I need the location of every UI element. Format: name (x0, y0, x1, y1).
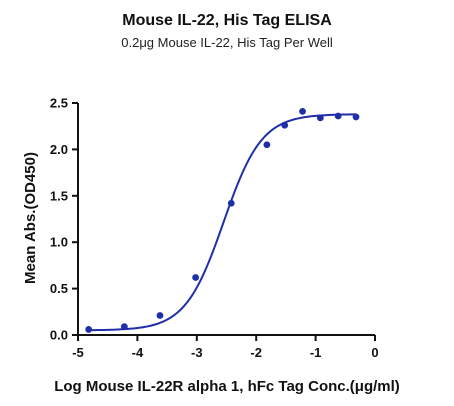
x-tick-label: -2 (250, 345, 262, 360)
data-point (263, 141, 271, 149)
chart-title: Mouse IL-22, His Tag ELISA (122, 12, 332, 29)
data-point (299, 107, 306, 115)
chart-subtitle: 0.2μg Mouse IL-22, His Tag Per Well (121, 35, 333, 50)
y-axis-label: Mean Abs.(OD450) (22, 152, 39, 284)
y-tick-label: 1.5 (50, 188, 68, 203)
axes (77, 103, 375, 336)
y-tick-label: 2.5 (50, 96, 68, 111)
x-tick-label: -1 (310, 345, 322, 360)
y-tick-label: 2.0 (50, 142, 68, 157)
tick-group: 0.0 0.5 1.0 1.5 2.0 2.5 -5 -4 -3 -2 -1 0 (50, 96, 379, 361)
x-tick-label: -4 (132, 345, 144, 360)
data-point (192, 274, 200, 281)
data-point (352, 113, 360, 121)
data-point (227, 199, 235, 207)
fit-curve-group (88, 113, 356, 332)
data-point (85, 326, 93, 333)
x-tick-label: -5 (72, 345, 84, 360)
data-points (85, 107, 360, 333)
y-tick-label: 0.5 (50, 281, 68, 296)
fit-curve (88, 113, 356, 332)
data-point (120, 323, 128, 331)
y-tick-label: 0.0 (50, 328, 68, 343)
data-point (156, 312, 164, 319)
x-tick-label: -3 (191, 345, 203, 360)
y-tick-label: 1.0 (50, 235, 68, 250)
x-tick-label: 0 (371, 345, 378, 360)
data-point (316, 114, 324, 122)
x-axis-label: Log Mouse IL-22R alpha 1, hFc Tag Conc.(… (54, 378, 400, 395)
data-point (281, 121, 289, 129)
data-point (334, 112, 342, 120)
